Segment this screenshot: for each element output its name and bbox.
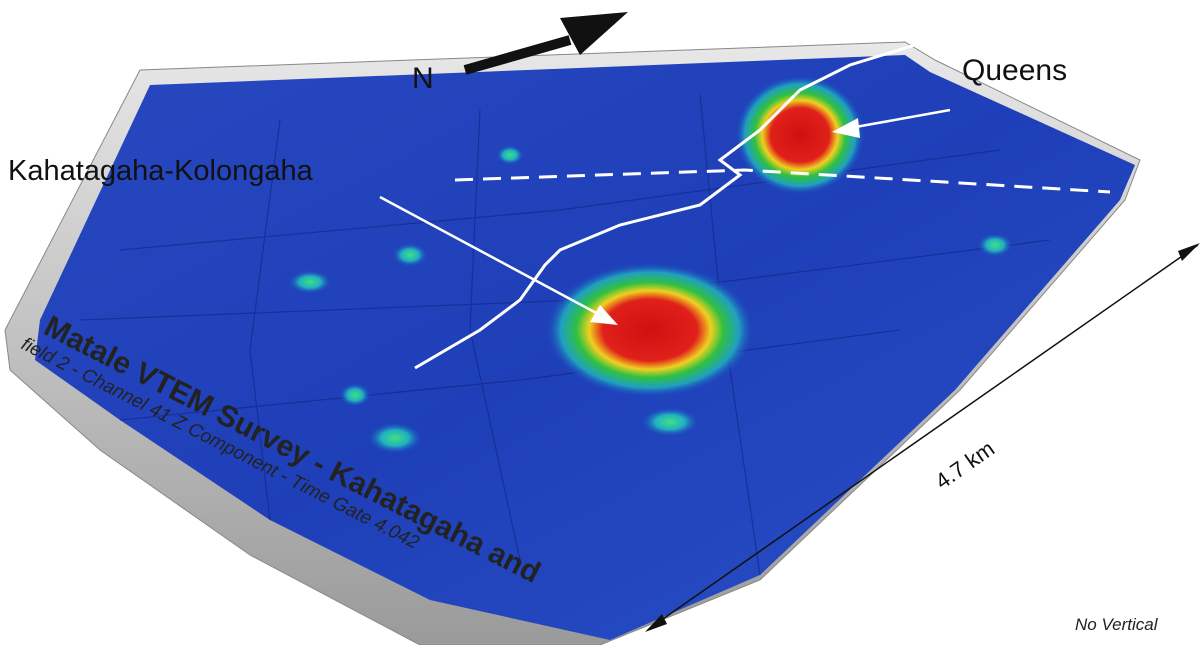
place-label: Kahatagaha-Kolongaha [8, 155, 314, 187]
vertical-note: No Vertical [1075, 615, 1159, 634]
scale-arrowhead [1178, 243, 1200, 261]
north-label: N [412, 62, 434, 95]
minor-anomaly [288, 270, 332, 294]
minor-anomaly [339, 383, 371, 407]
place-label: Queens [962, 54, 1067, 87]
map-figure: N Queens Kahatagaha-Kolongaha Matale VTE… [0, 0, 1200, 645]
scale-label: 4.7 km [931, 436, 999, 494]
north-arrow-head [560, 12, 628, 55]
minor-anomaly [367, 422, 423, 454]
anomaly-kahatagaha [545, 262, 755, 398]
minor-anomaly [640, 407, 700, 437]
minor-anomaly [392, 243, 428, 267]
page: {"north_label": "N", "labels": {"queens"… [0, 0, 1200, 645]
minor-anomaly [496, 145, 524, 165]
minor-anomaly [977, 233, 1013, 257]
